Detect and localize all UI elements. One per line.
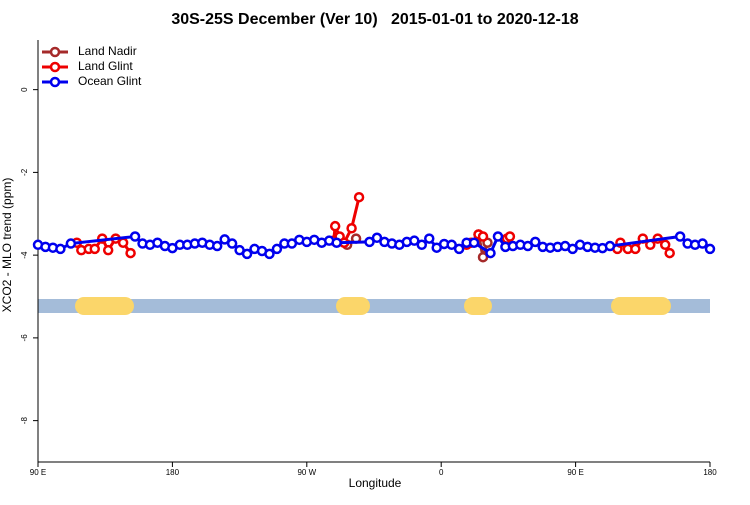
point [65,238,77,249]
x-tick-label: 180 [166,468,180,477]
point [329,220,341,232]
point [55,243,66,255]
point [504,231,516,242]
point [271,243,283,255]
point [241,248,253,260]
legend-marker [49,76,61,88]
legend-label: Land Glint [78,59,133,73]
y-tick-label: 0 [20,87,29,92]
x-tick-label: 180 [703,468,717,477]
point [453,243,465,255]
point [567,243,578,255]
point [353,191,365,203]
point [446,239,457,251]
land-strip [75,297,134,315]
point [477,251,489,263]
point [674,231,686,242]
y-axis-title: XCO2 - MLO trend (ppm) [0,178,14,313]
point [125,247,136,259]
point [659,239,671,251]
legend-marker [49,61,61,73]
x-tick-label: 0 [439,468,444,477]
point [89,243,100,255]
legend-label: Land Nadir [78,44,137,58]
point [409,235,420,246]
land-strip [611,297,671,315]
x-tick-label: 90 E [30,468,46,477]
land-mask [38,297,710,315]
x-tick-label: 90 E [567,468,583,477]
point [264,248,275,260]
point [226,238,238,249]
point [704,243,716,255]
point [129,231,141,242]
point [697,238,708,249]
point [117,237,129,248]
y-tick-label: -6 [20,334,29,342]
point [346,222,357,234]
y-tick-label: -8 [20,417,29,425]
point [468,237,480,248]
series [32,231,716,260]
point [416,239,428,251]
point [219,234,230,245]
point [664,247,675,259]
point [331,237,342,248]
point [102,244,114,256]
chart-title: 30S-25S December (Ver 10) 2015-01-01 to … [171,11,578,28]
point [604,240,616,252]
x-axis-title: Longitude [349,476,402,490]
point [211,240,223,252]
land-strip [464,297,492,315]
y-tick-label: -4 [20,251,29,259]
legend-marker [49,46,61,58]
legend-label: Ocean Glint [78,74,142,88]
point [530,236,541,248]
land-strip [336,297,370,315]
point [485,247,496,259]
point [630,243,641,255]
point [371,232,383,244]
point [424,233,435,244]
point [522,240,534,252]
ocean-strip [38,299,710,313]
y-tick-label: -2 [20,168,29,176]
point [492,231,504,242]
x-tick-label: 90 W [297,468,316,477]
point [364,236,375,248]
point [477,231,489,242]
